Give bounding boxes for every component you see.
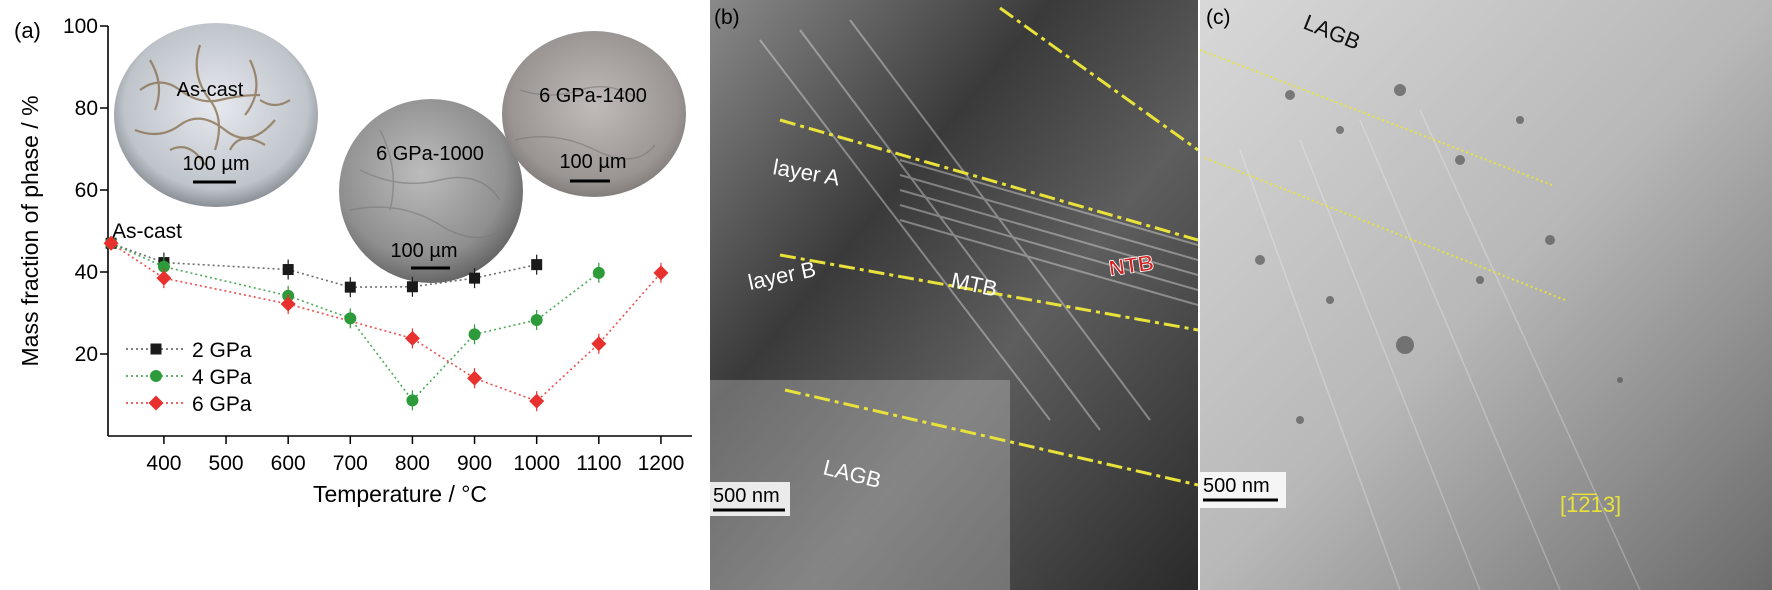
inset-6gpa-1400-texture <box>514 85 656 160</box>
x-tick-label: 700 <box>333 452 368 475</box>
data-point-diamond <box>156 270 172 286</box>
x-tick-label: 400 <box>146 452 181 475</box>
data-point-diamond <box>529 393 545 409</box>
inset-6gpa-1000-scale-text: 100 µm <box>390 240 457 262</box>
inset-6gpa-1400-label: 6 GPa-1400 <box>539 85 647 107</box>
panel-c-scale-bg <box>1200 472 1286 508</box>
data-point-diamond <box>404 330 420 346</box>
x-tick-label: 1200 <box>638 452 685 475</box>
y-tick-label: 20 <box>75 343 98 366</box>
panel-c-scale-text: 500 nm <box>1203 475 1270 497</box>
inset-ascast: As-cast 100 µm <box>114 23 318 207</box>
x-tick-label: 900 <box>457 452 492 475</box>
legend-label: 6 GPa <box>192 393 252 416</box>
x-tick-label: 500 <box>209 452 244 475</box>
panel-c-dislocation-lines <box>1239 109 1641 590</box>
x-tick-label: 1000 <box>513 452 560 475</box>
inset-6gpa-1000-label: 6 GPa-1000 <box>376 143 484 165</box>
panel-c-micrograph <box>1200 0 1772 590</box>
plot-series <box>103 235 669 412</box>
inset-ascast-dendrites <box>134 44 291 166</box>
legend: 2 GPa 4 GPa 6 GPa <box>126 339 252 416</box>
data-point-circle <box>468 328 481 341</box>
panel-b-guide-lines <box>779 6 1198 487</box>
y-tick-label: 40 <box>75 261 98 284</box>
data-point-diamond <box>148 395 164 411</box>
panel-c-precipitates <box>1255 84 1623 424</box>
data-point-circle <box>344 312 357 325</box>
panel-c-label: (c) <box>1206 6 1231 29</box>
data-point-square <box>282 264 294 276</box>
panel-b: (b) layer A layer B MTB NTB LAGB 500 nm <box>710 0 1198 590</box>
panel-b-twin-lamellae <box>759 19 1198 431</box>
panel-a: (a) 400 500 600 700 800 900 1000 1100 1200 20 40 6… <box>14 15 692 507</box>
inset-6gpa-1400-scale-text: 100 µm <box>559 151 626 173</box>
panel-b-scale-text: 500 nm <box>713 485 780 507</box>
panel-b-ntb: NTB <box>1107 250 1155 281</box>
data-point-diamond <box>653 265 669 281</box>
panel-c-zone-axis: [1̅2̅13] <box>1560 492 1621 517</box>
data-point-square <box>344 281 356 293</box>
data-point-diamond <box>467 370 483 386</box>
inset-ascast-label: As-cast <box>177 79 244 101</box>
inset-ascast-scale-text: 100 µm <box>182 153 249 175</box>
data-point-diamond <box>591 336 607 352</box>
data-point-diamond <box>103 235 119 251</box>
inset-ascast-disc <box>114 23 318 207</box>
as-cast-point-label: As-cast <box>112 220 182 243</box>
data-point-circle <box>157 260 170 273</box>
x-axis-label: Temperature / °C <box>313 481 487 507</box>
data-point-square <box>469 272 481 284</box>
inset-6gpa-1000-texture <box>349 129 511 239</box>
panel-a-label: (a) <box>14 18 41 43</box>
y-axis-label: Mass fraction of phase / % <box>17 95 43 366</box>
y-ticks: 20 40 60 80 100 <box>63 15 108 366</box>
y-tick-label: 60 <box>75 179 98 202</box>
data-point-square <box>150 343 162 355</box>
data-point-square <box>531 259 543 271</box>
inset-6gpa-1400-disc <box>502 31 686 197</box>
data-point-circle <box>406 394 419 407</box>
inset-6gpa-1000: 6 GPa-1000 100 µm <box>339 99 523 283</box>
y-tick-label: 100 <box>63 15 98 38</box>
x-tick-label: 800 <box>395 452 430 475</box>
panel-b-micrograph <box>710 0 1198 590</box>
panel-b-label: (b) <box>714 6 740 29</box>
x-tick-label: 600 <box>271 452 306 475</box>
series-line-3 <box>110 242 662 403</box>
panel-c: (c) LAGB 500 nm [1̅2̅13] <box>1200 0 1772 590</box>
inset-6gpa-1400: 6 GPa-1400 100 µm <box>502 31 686 197</box>
data-point-diamond <box>280 296 296 312</box>
x-tick-label: 1100 <box>576 452 621 475</box>
legend-label: 4 GPa <box>192 366 252 389</box>
data-point-circle <box>530 313 543 326</box>
legend-label: 2 GPa <box>192 339 252 362</box>
data-point-square <box>406 281 418 293</box>
data-point-circle <box>150 370 162 382</box>
y-tick-label: 80 <box>75 97 98 120</box>
x-ticks: 400 500 600 700 800 900 1000 1100 1200 <box>146 436 684 475</box>
data-point-circle <box>592 266 605 279</box>
